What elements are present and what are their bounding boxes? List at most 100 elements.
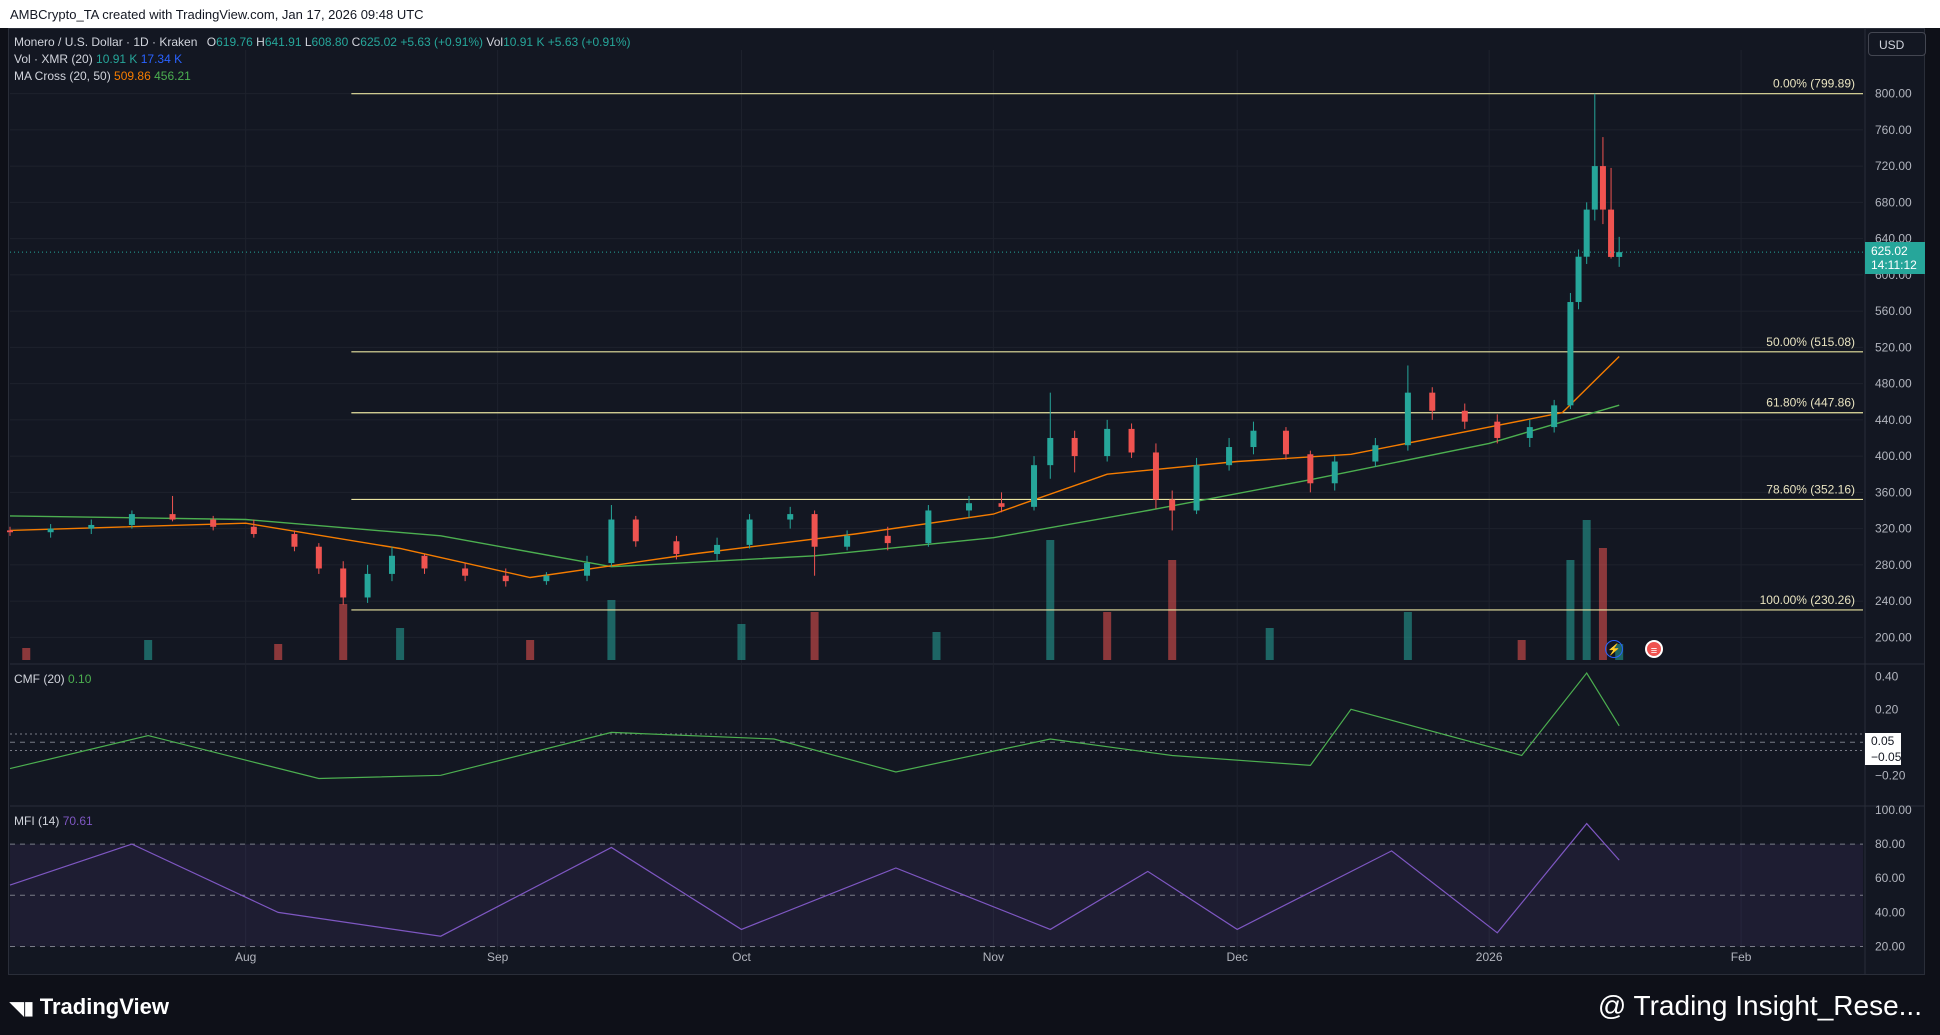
y-tick-label: 440.00 xyxy=(1875,413,1912,427)
x-tick-label: Oct xyxy=(732,950,751,964)
volume-bar xyxy=(144,640,153,660)
bar-countdown: 14:11:12 xyxy=(1871,258,1917,272)
candle-body xyxy=(787,514,794,520)
y-tick-label: 520.00 xyxy=(1875,340,1912,354)
y-tick-label: 760.00 xyxy=(1875,123,1912,137)
candle-body xyxy=(462,568,469,576)
volume-bar xyxy=(932,632,941,660)
volume-bar xyxy=(607,600,616,660)
x-tick-label: Nov xyxy=(983,950,1004,964)
ohlc-vol-label: Vol xyxy=(486,35,504,49)
y-tick-label: 360.00 xyxy=(1875,485,1912,499)
ohlc-high-label: H xyxy=(256,35,265,49)
cmf-y-tick-label: 0.20 xyxy=(1875,702,1899,716)
ohlc-vol: 10.91 K xyxy=(503,35,545,49)
candle-body xyxy=(1575,256,1582,303)
mfi-y-tick-label: 40.00 xyxy=(1875,905,1905,919)
cmf-label: CMF (20) xyxy=(14,672,65,686)
cmf-value: 0.10 xyxy=(68,672,92,686)
mfi-label: MFI (14) xyxy=(14,814,60,828)
last-price: 625.02 xyxy=(1871,244,1908,258)
candle-body xyxy=(1599,166,1606,210)
y-tick-label: 720.00 xyxy=(1875,159,1912,173)
volume-bar xyxy=(737,624,746,660)
mfi-y-tick-label: 80.00 xyxy=(1875,837,1905,851)
candle-body xyxy=(502,575,509,582)
mfi-y-tick-label: 20.00 xyxy=(1875,939,1905,953)
volume-bar xyxy=(1046,540,1055,660)
candle-body xyxy=(1591,166,1598,210)
candle-body xyxy=(291,534,298,547)
volume-bar xyxy=(526,640,535,660)
volume-bar xyxy=(1598,548,1607,660)
y-tick-label: 680.00 xyxy=(1875,195,1912,209)
ma50-value: 456.21 xyxy=(154,69,191,83)
candle-body xyxy=(966,503,973,511)
last-price-tag: 625.02 14:11:12 xyxy=(1865,242,1925,274)
ma20-value: 509.86 xyxy=(114,69,151,83)
mfi-band xyxy=(10,844,1863,947)
candle-body xyxy=(1404,392,1411,446)
y-tick-label: 280.00 xyxy=(1875,558,1912,572)
candle-body xyxy=(746,519,753,545)
cmf-line xyxy=(9,671,1620,780)
candle-body xyxy=(1282,430,1289,455)
currency-button[interactable]: USD xyxy=(1868,32,1926,56)
volume-bar xyxy=(1582,520,1591,660)
x-tick-label: Aug xyxy=(235,950,256,964)
candle-body xyxy=(1047,437,1054,466)
volume-bar xyxy=(22,648,31,660)
symbol-legend: Monero / U.S. Dollar · 1D · Kraken O619.… xyxy=(14,35,631,49)
volume-bar xyxy=(1403,612,1412,660)
y-tick-label: 320.00 xyxy=(1875,522,1912,536)
candle-body xyxy=(1567,302,1574,406)
ma20-line xyxy=(9,356,1620,579)
candle-body xyxy=(584,563,591,576)
volume-bar xyxy=(1517,640,1526,660)
us-flag-icon[interactable]: ≡ xyxy=(1645,640,1663,658)
tradingview-logo[interactable]: ◥▮ TradingView xyxy=(10,994,169,1020)
y-tick-label: 560.00 xyxy=(1875,304,1912,318)
y-tick-label: 200.00 xyxy=(1875,630,1912,644)
volume-bar xyxy=(810,612,819,660)
candle-body xyxy=(1071,437,1078,457)
volume-ma-value: 17.34 K xyxy=(140,52,183,66)
watermark-text: @ Trading Insight_Rese... xyxy=(1597,990,1922,1021)
lightning-icon[interactable]: ⚡ xyxy=(1605,640,1623,658)
candle-body xyxy=(1031,465,1038,507)
ohlc-low-label: L xyxy=(304,35,312,49)
ohlc-open: 619.76 xyxy=(216,35,253,49)
candle-body xyxy=(47,528,54,533)
x-tick-label: Sep xyxy=(487,950,509,964)
y-tick-label: 400.00 xyxy=(1875,449,1912,463)
candle-body xyxy=(1169,499,1176,511)
candle-body xyxy=(1372,445,1379,462)
fib-level-label: 50.00% (515.08) xyxy=(1766,335,1855,349)
volume-bar xyxy=(1265,628,1274,660)
candle-body xyxy=(1616,252,1623,257)
candle-body xyxy=(340,568,347,598)
candle-body xyxy=(1429,392,1436,411)
ohlc-open-label: O xyxy=(206,35,217,49)
candle-body xyxy=(250,526,257,535)
caption-text: AMBCrypto_TA created with TradingView.co… xyxy=(10,7,424,22)
x-tick-label: 2026 xyxy=(1476,950,1503,964)
cmf-lower-tag: −0.05 xyxy=(1865,749,1901,765)
volume-legend: Vol · XMR (20) 10.91 K 17.34 K xyxy=(14,52,182,66)
footer: ◥▮ TradingView @ Trading Insight_Rese... xyxy=(0,975,1940,1035)
candle-body xyxy=(1461,410,1468,422)
volume-bar xyxy=(1103,612,1112,660)
candle-body xyxy=(88,524,95,529)
chart-canvas[interactable]: Aug Sep Oct Nov Dec 2026 Feb 200.00 240.00 280.00… xyxy=(0,0,1940,975)
candle-body xyxy=(998,503,1005,507)
cmf-y-tick-label: 0.40 xyxy=(1875,669,1899,683)
candle-body xyxy=(1307,454,1314,484)
candle-body xyxy=(7,530,13,533)
candle-body xyxy=(210,519,217,527)
candle-body xyxy=(1104,428,1111,457)
fib-level-label: 0.00% (799.89) xyxy=(1773,77,1855,91)
y-tick-label: 480.00 xyxy=(1875,377,1912,391)
ohlc-low: 608.80 xyxy=(311,35,349,49)
x-tick-label: Feb xyxy=(1731,950,1752,964)
ohlc-close: 625.02 xyxy=(360,35,397,49)
